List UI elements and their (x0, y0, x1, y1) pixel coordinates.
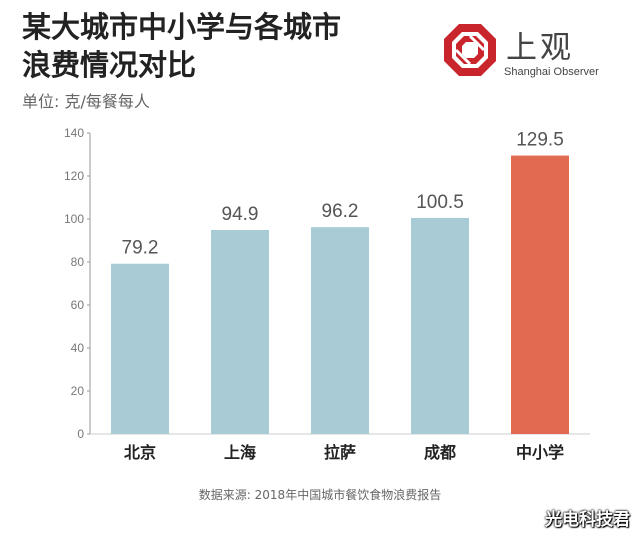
value-label: 94.9 (222, 204, 259, 225)
bar-2 (311, 227, 369, 434)
bar-chart: 0 20 40 60 80 100 120 140 79.2 北京 94.9 上海 96.2 拉萨 100.… (64, 126, 590, 462)
y-tick-label: 80 (71, 255, 85, 269)
y-tick-label: 0 (77, 427, 84, 441)
category-label: 北京 (124, 443, 156, 462)
y-tick-label: 100 (64, 212, 84, 226)
bar-0 (111, 263, 169, 434)
value-label: 129.5 (516, 130, 564, 151)
value-label: 79.2 (122, 238, 159, 259)
logo-en-text: Shanghai Observer (504, 66, 599, 78)
source-note: 数据来源: 2018年中国城市餐饮食物浪费报告 (198, 488, 442, 502)
unit-label: 单位: 克/每餐每人 (22, 92, 150, 111)
chart-title: 某大城市中小学与各城市 浪费情况对比 (22, 8, 341, 84)
category-label: 拉萨 (324, 443, 356, 462)
category-label: 中小学 (516, 443, 564, 462)
bar-3 (411, 217, 469, 434)
value-label: 100.5 (416, 192, 464, 213)
category-label: 上海 (224, 443, 256, 462)
y-tick-label: 140 (64, 126, 84, 140)
y-tick-label: 60 (71, 298, 85, 312)
chart-title-line1: 某大城市中小学与各城市 (22, 10, 342, 44)
y-tick-label: 40 (71, 341, 85, 355)
watermark: 光电科技君 (545, 510, 630, 530)
y-tick-label: 20 (71, 384, 85, 398)
y-tick-label: 120 (64, 169, 84, 183)
value-label: 96.2 (322, 201, 359, 222)
category-label: 成都 (424, 443, 456, 462)
bar-4 (511, 155, 569, 434)
chart-title-line2: 浪费情况对比 (22, 48, 197, 82)
shanghai-observer-logo: 上观 Shanghai Observer (442, 22, 612, 80)
logo-cn-text: 上观 (506, 30, 574, 66)
logo-mark-icon (444, 24, 496, 76)
bar-1 (211, 229, 269, 434)
